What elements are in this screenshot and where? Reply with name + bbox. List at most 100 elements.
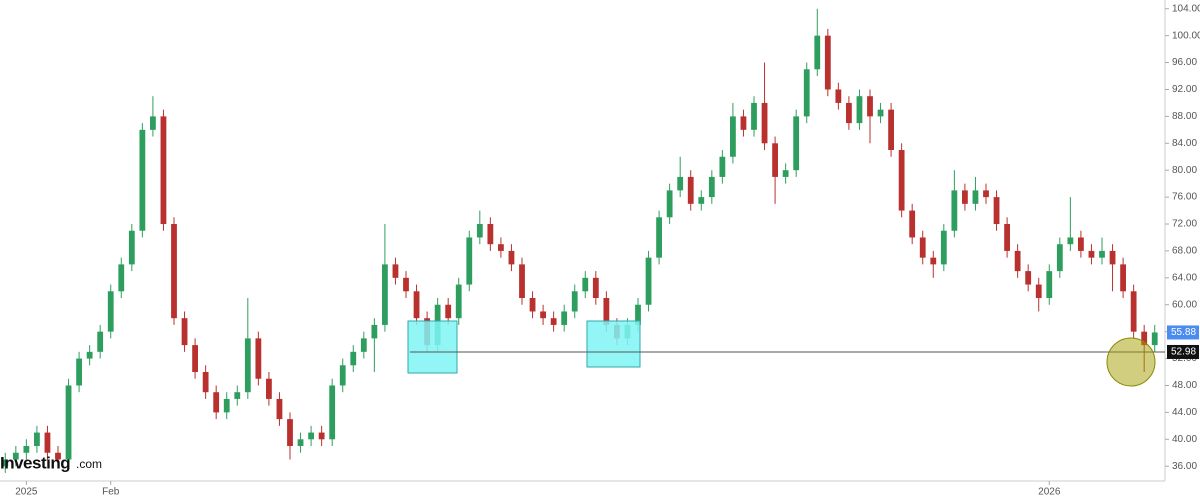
candle-body [962,190,968,204]
candle-body [445,304,452,319]
candle-body [772,143,778,177]
candle-body [1025,271,1032,285]
y-tick-label: 48.00 [1172,380,1197,391]
candle-body [139,129,146,231]
candle-body [160,116,167,225]
candle-body [1078,237,1084,251]
candle-body [360,338,367,352]
candle-body [223,398,230,413]
candle-body [983,190,989,198]
candle-body [951,190,958,231]
candle-body [677,176,684,191]
candle-body [867,96,873,117]
candle-body [487,224,494,245]
candle-body [656,217,662,258]
y-tick-label: 104.00 [1172,3,1200,14]
y-tick-label: 44.00 [1172,407,1197,418]
y-tick-label: 60.00 [1172,299,1197,310]
support-tag-label: 52.98 [1171,347,1196,358]
support-tag [1167,344,1199,359]
candle-body [1046,271,1053,299]
candle-body [698,197,705,204]
candle-body [793,116,800,171]
candle-body [297,439,304,447]
logo-brand: Investing [0,453,70,472]
candle-body [740,116,747,130]
candle-body [234,392,241,399]
x-tick-label: 2025 [15,487,38,498]
candle-body [550,318,557,325]
candle-body [213,392,220,413]
candle-body [930,257,937,265]
candle-body [730,116,736,157]
y-tick-label: 76.00 [1172,192,1197,203]
y-tick-label: 80.00 [1172,165,1197,176]
candle-body [824,35,831,90]
candle-body [76,358,82,386]
plot-area [2,8,1158,473]
candle-body [519,264,525,299]
candle-body [592,277,599,299]
candle-body [846,102,852,124]
candle-body [266,378,272,399]
candle-body [540,311,546,319]
candle-body [1088,250,1095,258]
y-tick-label: 40.00 [1172,434,1197,445]
last-price-tag [1167,325,1199,340]
candle-body [97,331,104,352]
candle-body [1099,250,1105,258]
x-tick-label: Feb [102,487,120,498]
candle-body [803,69,810,117]
candle-body [687,176,694,204]
candle-body [498,244,504,251]
candle-body [1151,332,1158,346]
candle-body [645,257,652,305]
candle-body [12,452,19,460]
candle-body [635,304,641,325]
y-tick-label: 68.00 [1172,246,1197,257]
candle-body [44,432,51,453]
x-tick-label: 2026 [1038,487,1061,498]
candle-body [993,197,1000,225]
candle-body [55,452,61,460]
highlight-box [586,320,641,368]
candle-body [814,35,821,70]
candle-body [940,230,947,265]
candle-body [898,150,905,211]
candle-body [856,96,863,124]
candle-body [202,372,209,393]
candle-body [972,190,979,204]
y-tick-label: 84.00 [1172,138,1197,149]
candle-body [382,264,388,325]
candle-body [719,156,726,177]
candle-body [244,338,251,393]
candle-body [2,459,9,467]
candle-body [181,318,188,346]
candle-body [23,446,30,453]
candle-body [466,237,473,285]
candle-body [1035,284,1042,299]
candle-body [255,338,262,379]
candle-body [34,432,40,447]
candle-body [118,264,125,292]
last-price-label: 55.88 [1171,327,1196,338]
candle-body [455,284,462,319]
candle-body [782,170,789,177]
candle-body [1109,250,1116,265]
y-tick-label: 36.00 [1172,461,1197,472]
candle-body [1130,291,1137,332]
candle-body [877,109,884,117]
candle-body [413,291,420,319]
candle-body [171,224,177,319]
candle-body [529,298,536,312]
candle-body [1056,244,1063,272]
candle-body [1120,264,1126,292]
candle-body [329,385,336,440]
candle-body [350,351,357,366]
candle-body [751,102,757,130]
candle-body [909,210,916,238]
candle-body [708,176,715,198]
